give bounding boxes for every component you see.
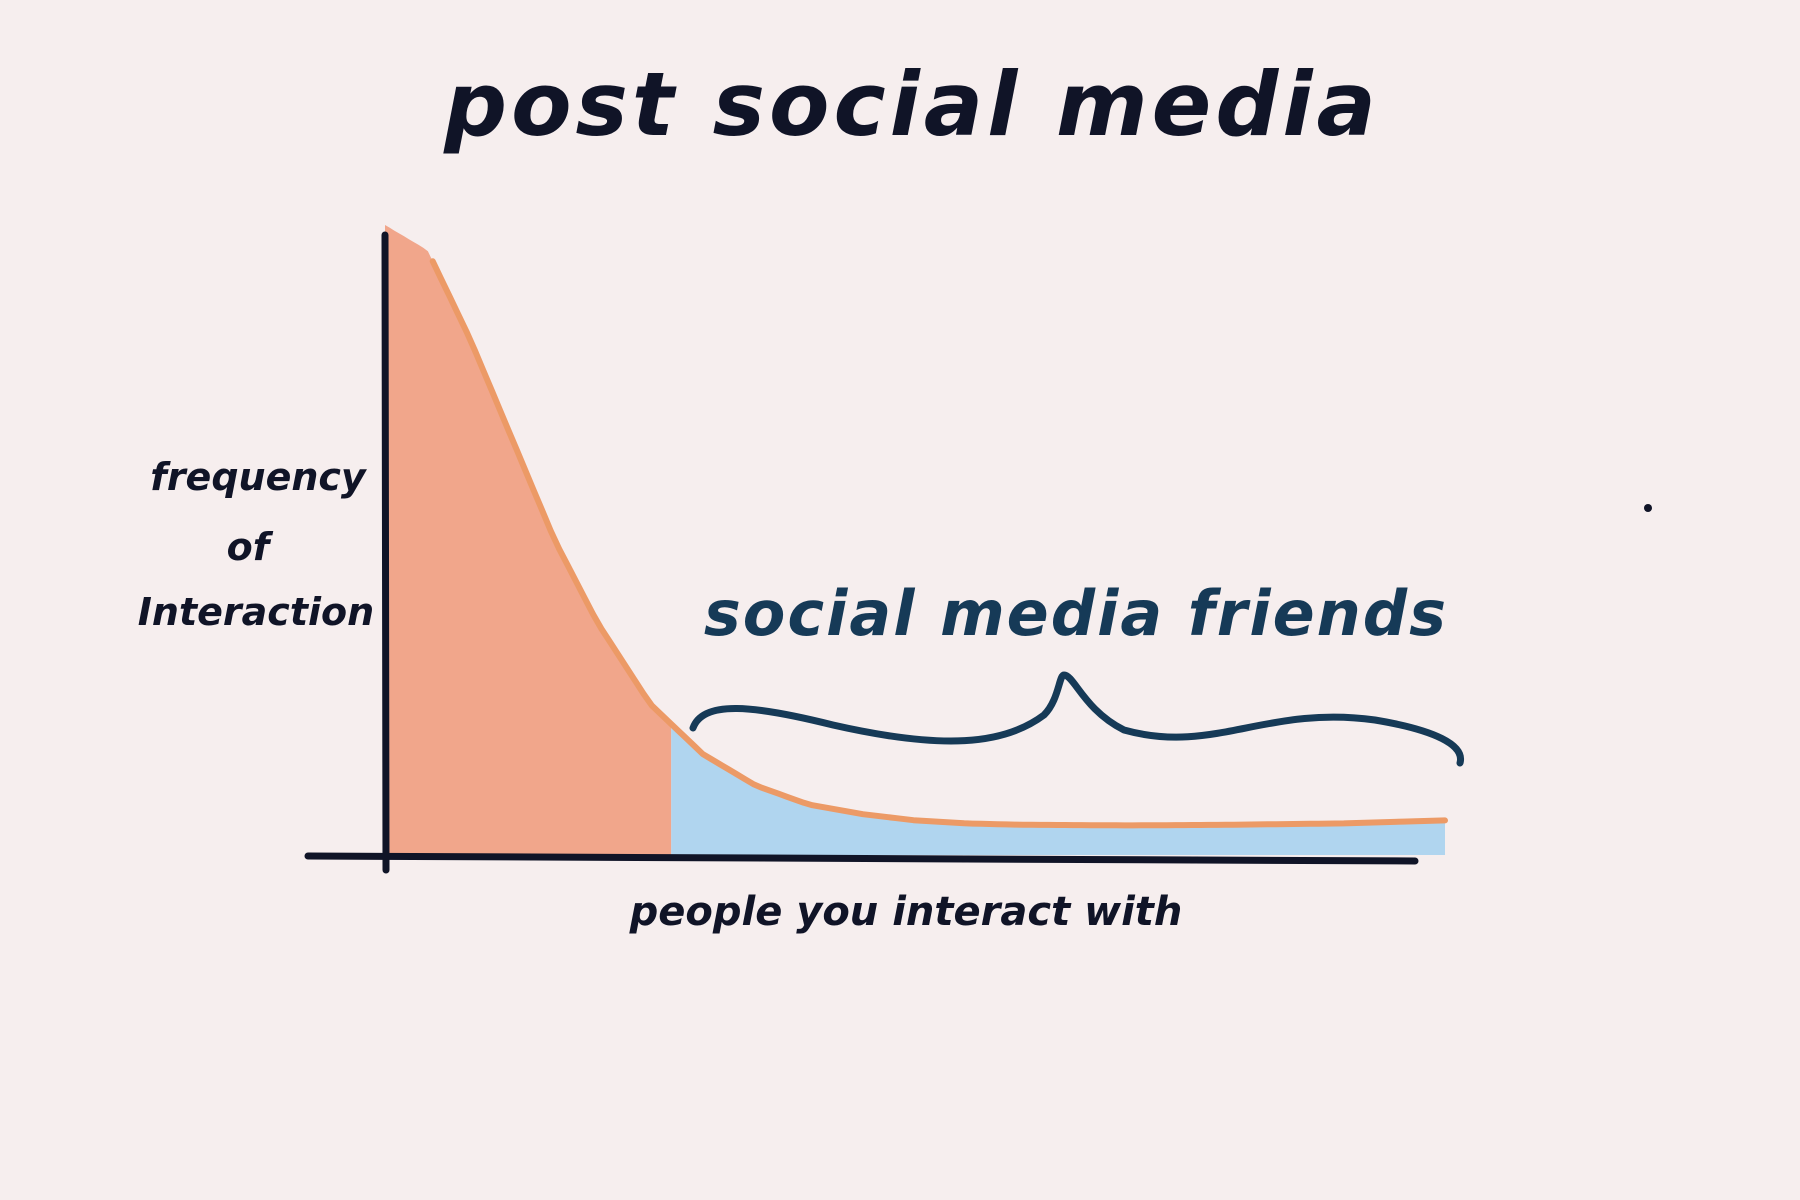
area-fill-social-media-friends: [671, 724, 1445, 855]
y-axis-label-line-1: frequency: [150, 455, 368, 499]
chart-title: post social media: [443, 53, 1380, 156]
area-fill-close-connections: [385, 225, 672, 855]
y-axis: [381, 231, 390, 874]
y-axis-label-line-2: of: [227, 525, 274, 569]
x-axis: [304, 852, 1419, 865]
annotation-label: social media friends: [704, 577, 1448, 650]
x-axis-label: people you interact with: [629, 889, 1183, 935]
annotation-brace: [689, 671, 1464, 767]
frequency-curve: [429, 258, 1448, 829]
y-axis-label-line-3: Interaction: [138, 590, 374, 634]
stray-dot: [1644, 504, 1652, 512]
